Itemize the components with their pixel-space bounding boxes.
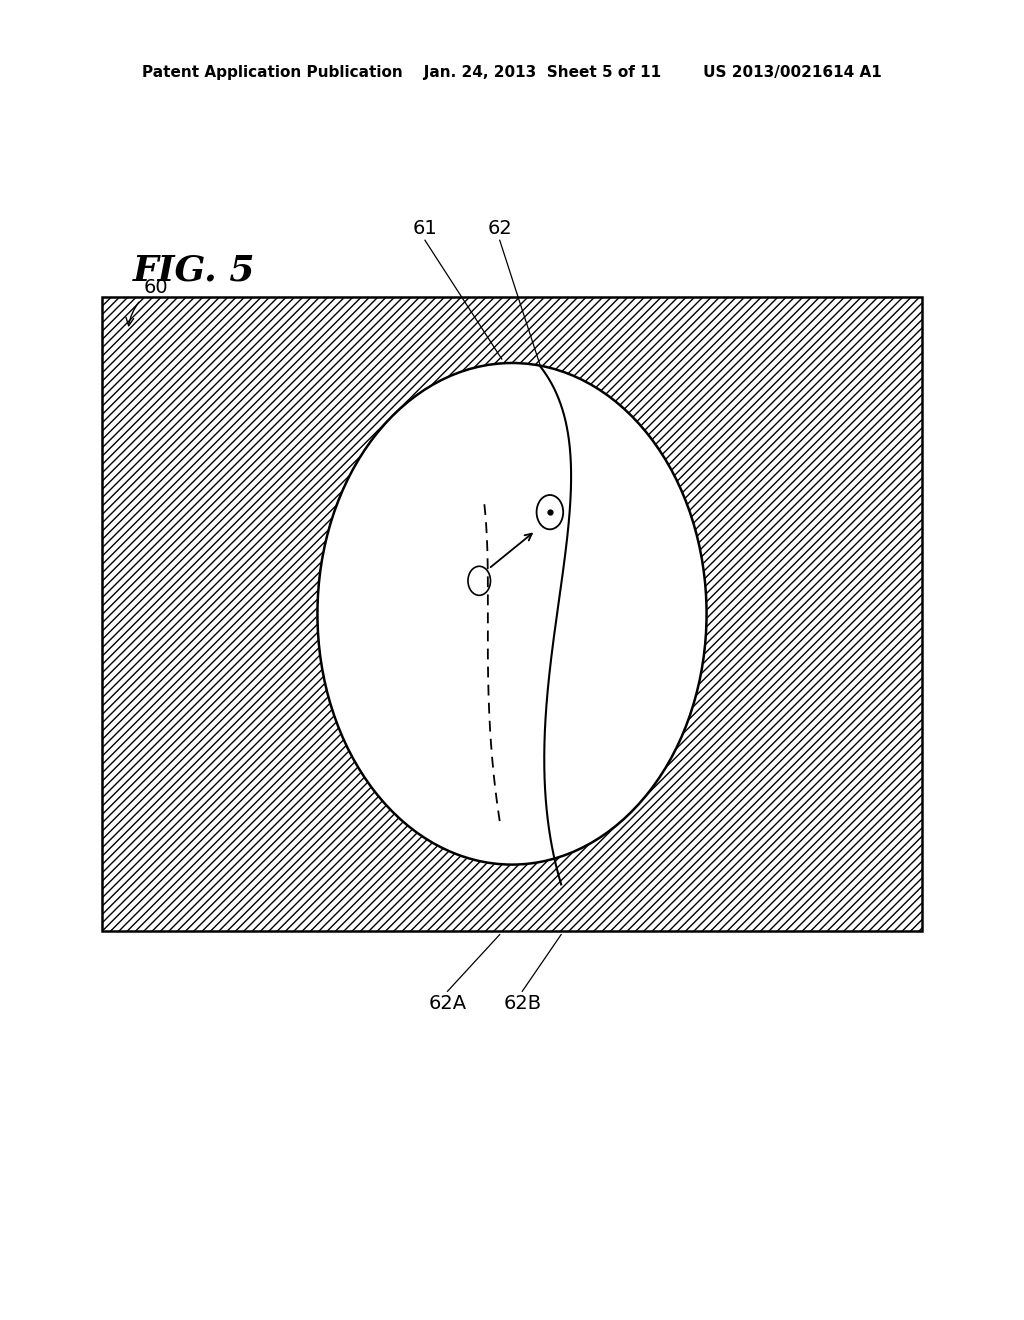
- Text: 62A: 62A: [428, 994, 467, 1012]
- Text: 62: 62: [487, 219, 512, 238]
- Bar: [102, 297, 922, 931]
- Circle shape: [317, 363, 707, 865]
- Text: 60: 60: [126, 279, 168, 326]
- Text: 61: 61: [413, 219, 437, 238]
- Text: 62B: 62B: [503, 994, 542, 1012]
- Text: FIG. 5: FIG. 5: [133, 253, 256, 288]
- Text: Patent Application Publication    Jan. 24, 2013  Sheet 5 of 11        US 2013/00: Patent Application Publication Jan. 24, …: [142, 65, 882, 81]
